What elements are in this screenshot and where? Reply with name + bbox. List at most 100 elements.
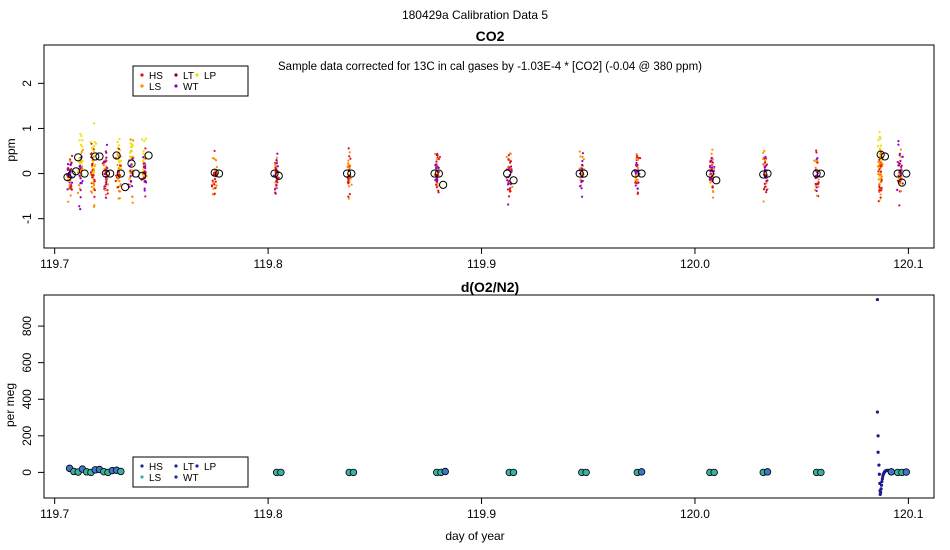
o2n2-mean-point — [441, 467, 449, 476]
co2-mean-point — [144, 151, 153, 160]
co2-sample-point — [275, 159, 278, 162]
co2-sample-point — [131, 157, 134, 160]
co2-sample-point — [709, 160, 712, 163]
co2-sample-point — [765, 191, 768, 194]
co2-sample-point — [814, 166, 817, 169]
co2-mean-point — [63, 173, 72, 182]
co2-sample-point — [434, 164, 437, 167]
co2-sample-point — [581, 155, 584, 158]
co2-sample-point — [89, 141, 92, 144]
co2-sample-point — [144, 195, 147, 198]
co2-sample-point — [104, 150, 107, 153]
co2-mean-point — [347, 169, 356, 178]
co2-sample-point — [510, 170, 513, 173]
co2-mean-point — [509, 176, 518, 185]
co2-mean-point — [95, 152, 104, 161]
co2-sample-point — [816, 161, 819, 164]
co2-sample-point — [211, 179, 214, 182]
y-tick-label: 200 — [20, 425, 34, 445]
co2-sample-point — [142, 149, 145, 153]
legend-marker — [174, 475, 178, 479]
co2-sample-point — [436, 182, 439, 185]
co2-sample-point — [711, 158, 715, 161]
co2-sample-point — [80, 162, 83, 165]
co2-sample-point — [93, 195, 96, 198]
co2-sample-point — [211, 193, 214, 196]
x-tick-label: 119.8 — [254, 257, 283, 271]
co2-sample-point — [90, 174, 94, 177]
co2-sample-point — [142, 174, 145, 177]
legend-label: LS — [149, 473, 162, 484]
co2-sample-point — [763, 161, 767, 164]
co2-sample-point — [90, 185, 93, 188]
co2-sample-point — [275, 184, 278, 187]
co2-sample-point — [79, 196, 82, 199]
co2-sample-point — [78, 187, 82, 190]
co2-sample-point — [764, 155, 767, 158]
co2-sample-point — [815, 194, 819, 197]
co2-sample-point — [274, 186, 278, 189]
co2-sample-point — [116, 163, 119, 167]
co2-sample-point — [141, 138, 144, 141]
co2-sample-point — [815, 149, 818, 152]
co2-plot-frame — [43, 44, 935, 249]
co2-sample-point — [143, 139, 146, 143]
co2-sample-point — [348, 155, 351, 158]
co2-mean-point — [80, 169, 89, 178]
co2-sample-point — [130, 168, 134, 172]
co2-sample-point — [509, 190, 512, 193]
co2-sample-point — [117, 167, 120, 170]
co2-sample-point — [79, 181, 82, 185]
co2-sample-point — [876, 145, 879, 148]
x-tick-label: 120.1 — [893, 507, 923, 521]
co2-sample-point — [897, 143, 900, 146]
co2-sample-point — [347, 179, 350, 182]
co2-sample-point — [104, 196, 108, 199]
co2-sample-point — [878, 155, 881, 158]
co2-sample-point — [899, 182, 902, 185]
co2-sample-point — [878, 163, 881, 166]
co2-sample-point — [142, 165, 146, 168]
co2-sample-point — [349, 177, 352, 180]
co2-mean-point — [71, 167, 81, 176]
o2n2-mean-point — [277, 468, 285, 477]
co2-sample-point — [879, 170, 883, 173]
co2-sample-point — [711, 162, 714, 166]
co2-sample-point — [141, 159, 145, 163]
o2n2-mean-point — [817, 468, 825, 477]
co2-sample-point — [880, 178, 883, 181]
co2-sample-point — [877, 200, 880, 203]
co2-sample-point — [144, 137, 147, 140]
co2-sample-point — [93, 204, 96, 207]
co2-sample-point — [106, 177, 109, 180]
co2-sample-point — [78, 174, 81, 177]
co2-sample-point — [815, 183, 819, 186]
co2-sample-point — [634, 172, 637, 175]
x-tick-label: 119.9 — [467, 257, 496, 271]
co2-sample-point — [117, 189, 121, 192]
co2-sample-point — [213, 171, 216, 174]
co2-sample-point — [114, 179, 117, 183]
co2-sample-point — [213, 149, 216, 153]
co2-sample-point — [92, 122, 96, 125]
co2-sample-point — [104, 160, 107, 163]
co2-sample-point — [348, 166, 351, 170]
co2-sample-point — [117, 147, 120, 150]
co2-mean-point — [274, 171, 283, 180]
co2-sample-point — [131, 195, 134, 199]
co2-sample-point — [92, 184, 96, 187]
co2-sample-point — [711, 196, 715, 199]
co2-sample-point — [81, 148, 84, 152]
co2-sample-point — [90, 142, 93, 145]
co2-sample-point — [79, 132, 82, 136]
co2-sample-point — [70, 162, 73, 165]
legend-label: LT — [183, 462, 194, 473]
o2n2-mean-point — [887, 468, 896, 476]
co2-sample-point — [348, 192, 351, 196]
co2-sample-point — [144, 181, 148, 184]
co2-sample-point — [762, 151, 765, 154]
co2-sample-point — [813, 159, 816, 162]
o2n2-axes: 119.7 119.8 119.9 120.0 120.1 0 200 400 600 800 — [20, 316, 924, 521]
co2-mean-point — [880, 152, 890, 161]
co2-sample-point — [898, 171, 901, 174]
